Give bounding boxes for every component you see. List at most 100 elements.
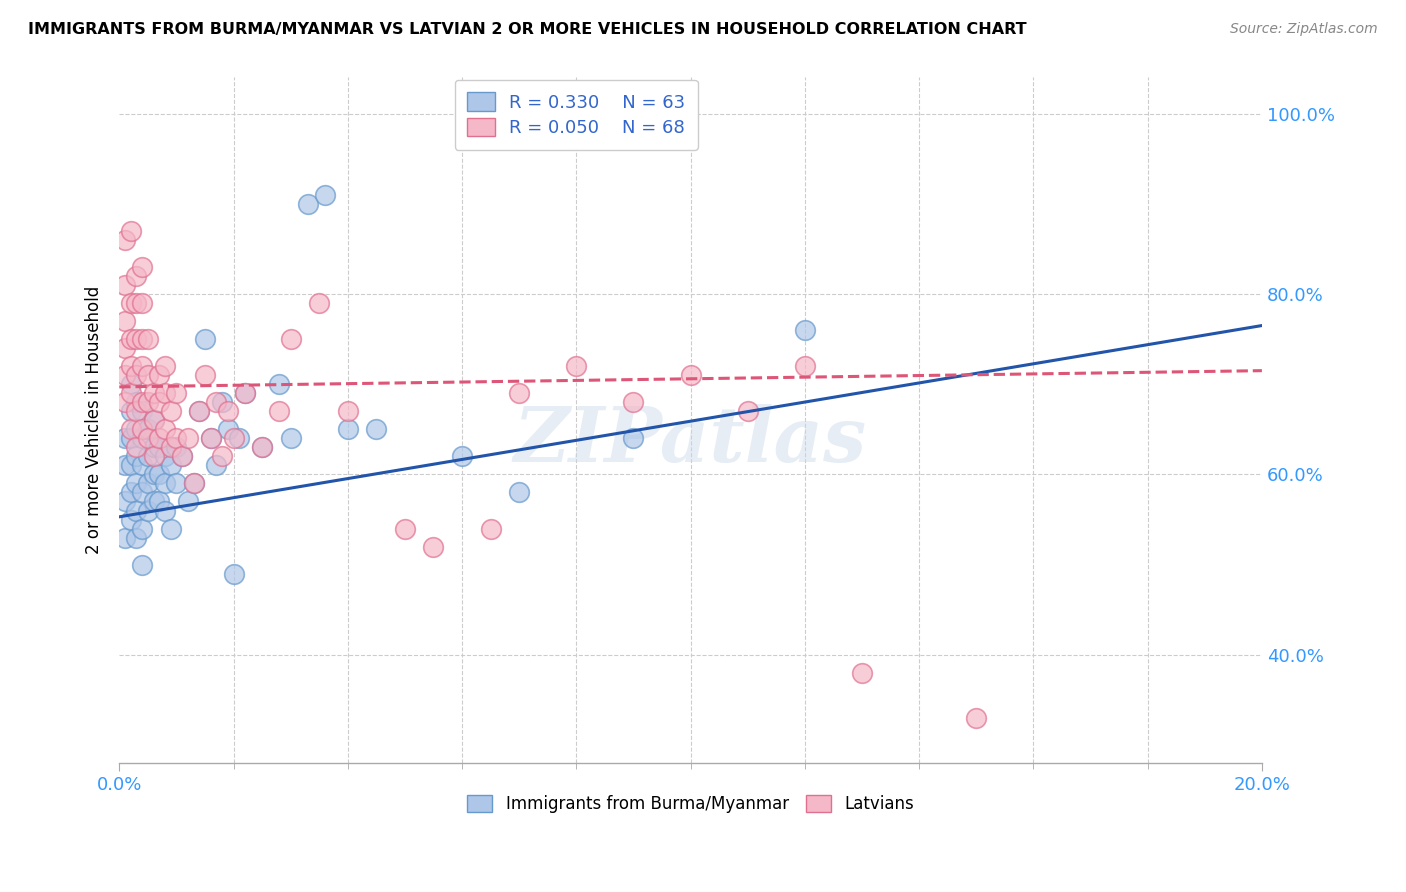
- Point: [177, 431, 200, 445]
- Point: [142, 467, 165, 482]
- Point: [131, 458, 153, 473]
- Point: [308, 296, 330, 310]
- Point: [148, 368, 170, 383]
- Point: [233, 386, 256, 401]
- Point: [114, 368, 136, 383]
- Point: [194, 368, 217, 383]
- Point: [131, 522, 153, 536]
- Point: [222, 431, 245, 445]
- Point: [422, 540, 444, 554]
- Point: [136, 431, 159, 445]
- Point: [159, 522, 181, 536]
- Point: [131, 485, 153, 500]
- Point: [125, 332, 148, 346]
- Point: [250, 441, 273, 455]
- Point: [125, 531, 148, 545]
- Point: [165, 431, 187, 445]
- Point: [153, 359, 176, 373]
- Point: [565, 359, 588, 373]
- Point: [228, 431, 250, 445]
- Point: [217, 404, 239, 418]
- Text: ZIPatlas: ZIPatlas: [515, 404, 868, 478]
- Point: [114, 494, 136, 508]
- Point: [159, 404, 181, 418]
- Point: [125, 368, 148, 383]
- Point: [153, 476, 176, 491]
- Point: [120, 458, 142, 473]
- Point: [114, 341, 136, 355]
- Point: [131, 359, 153, 373]
- Point: [222, 566, 245, 581]
- Point: [125, 395, 148, 409]
- Point: [793, 323, 815, 337]
- Point: [479, 522, 502, 536]
- Point: [125, 476, 148, 491]
- Point: [131, 296, 153, 310]
- Point: [165, 476, 187, 491]
- Point: [188, 404, 211, 418]
- Point: [136, 395, 159, 409]
- Y-axis label: 2 or more Vehicles in Household: 2 or more Vehicles in Household: [86, 286, 103, 555]
- Point: [965, 711, 987, 725]
- Legend: Immigrants from Burma/Myanmar, Latvians: Immigrants from Burma/Myanmar, Latvians: [457, 785, 924, 823]
- Point: [314, 187, 336, 202]
- Point: [623, 431, 645, 445]
- Point: [136, 450, 159, 464]
- Point: [165, 441, 187, 455]
- Point: [737, 404, 759, 418]
- Point: [136, 476, 159, 491]
- Point: [125, 441, 148, 455]
- Point: [131, 404, 153, 418]
- Point: [131, 332, 153, 346]
- Point: [366, 422, 388, 436]
- Text: IMMIGRANTS FROM BURMA/MYANMAR VS LATVIAN 2 OR MORE VEHICLES IN HOUSEHOLD CORRELA: IMMIGRANTS FROM BURMA/MYANMAR VS LATVIAN…: [28, 22, 1026, 37]
- Point: [114, 395, 136, 409]
- Point: [136, 422, 159, 436]
- Point: [131, 260, 153, 274]
- Point: [269, 377, 291, 392]
- Point: [188, 404, 211, 418]
- Point: [142, 386, 165, 401]
- Point: [114, 314, 136, 328]
- Point: [136, 503, 159, 517]
- Point: [131, 395, 153, 409]
- Point: [159, 441, 181, 455]
- Point: [125, 503, 148, 517]
- Point: [153, 386, 176, 401]
- Point: [142, 413, 165, 427]
- Point: [269, 404, 291, 418]
- Point: [120, 224, 142, 238]
- Point: [148, 431, 170, 445]
- Point: [114, 233, 136, 247]
- Point: [148, 441, 170, 455]
- Point: [120, 404, 142, 418]
- Point: [153, 422, 176, 436]
- Point: [125, 422, 148, 436]
- Point: [125, 268, 148, 283]
- Point: [394, 522, 416, 536]
- Point: [183, 476, 205, 491]
- Point: [211, 395, 233, 409]
- Point: [142, 413, 165, 427]
- Point: [142, 441, 165, 455]
- Point: [793, 359, 815, 373]
- Point: [172, 450, 194, 464]
- Point: [172, 450, 194, 464]
- Point: [125, 404, 148, 418]
- Point: [120, 386, 142, 401]
- Point: [131, 422, 153, 436]
- Point: [217, 422, 239, 436]
- Point: [120, 359, 142, 373]
- Point: [153, 503, 176, 517]
- Point: [205, 395, 228, 409]
- Point: [200, 431, 222, 445]
- Point: [183, 476, 205, 491]
- Point: [125, 450, 148, 464]
- Point: [336, 404, 359, 418]
- Point: [280, 431, 302, 445]
- Point: [120, 512, 142, 526]
- Point: [142, 494, 165, 508]
- Point: [120, 485, 142, 500]
- Point: [148, 395, 170, 409]
- Point: [114, 531, 136, 545]
